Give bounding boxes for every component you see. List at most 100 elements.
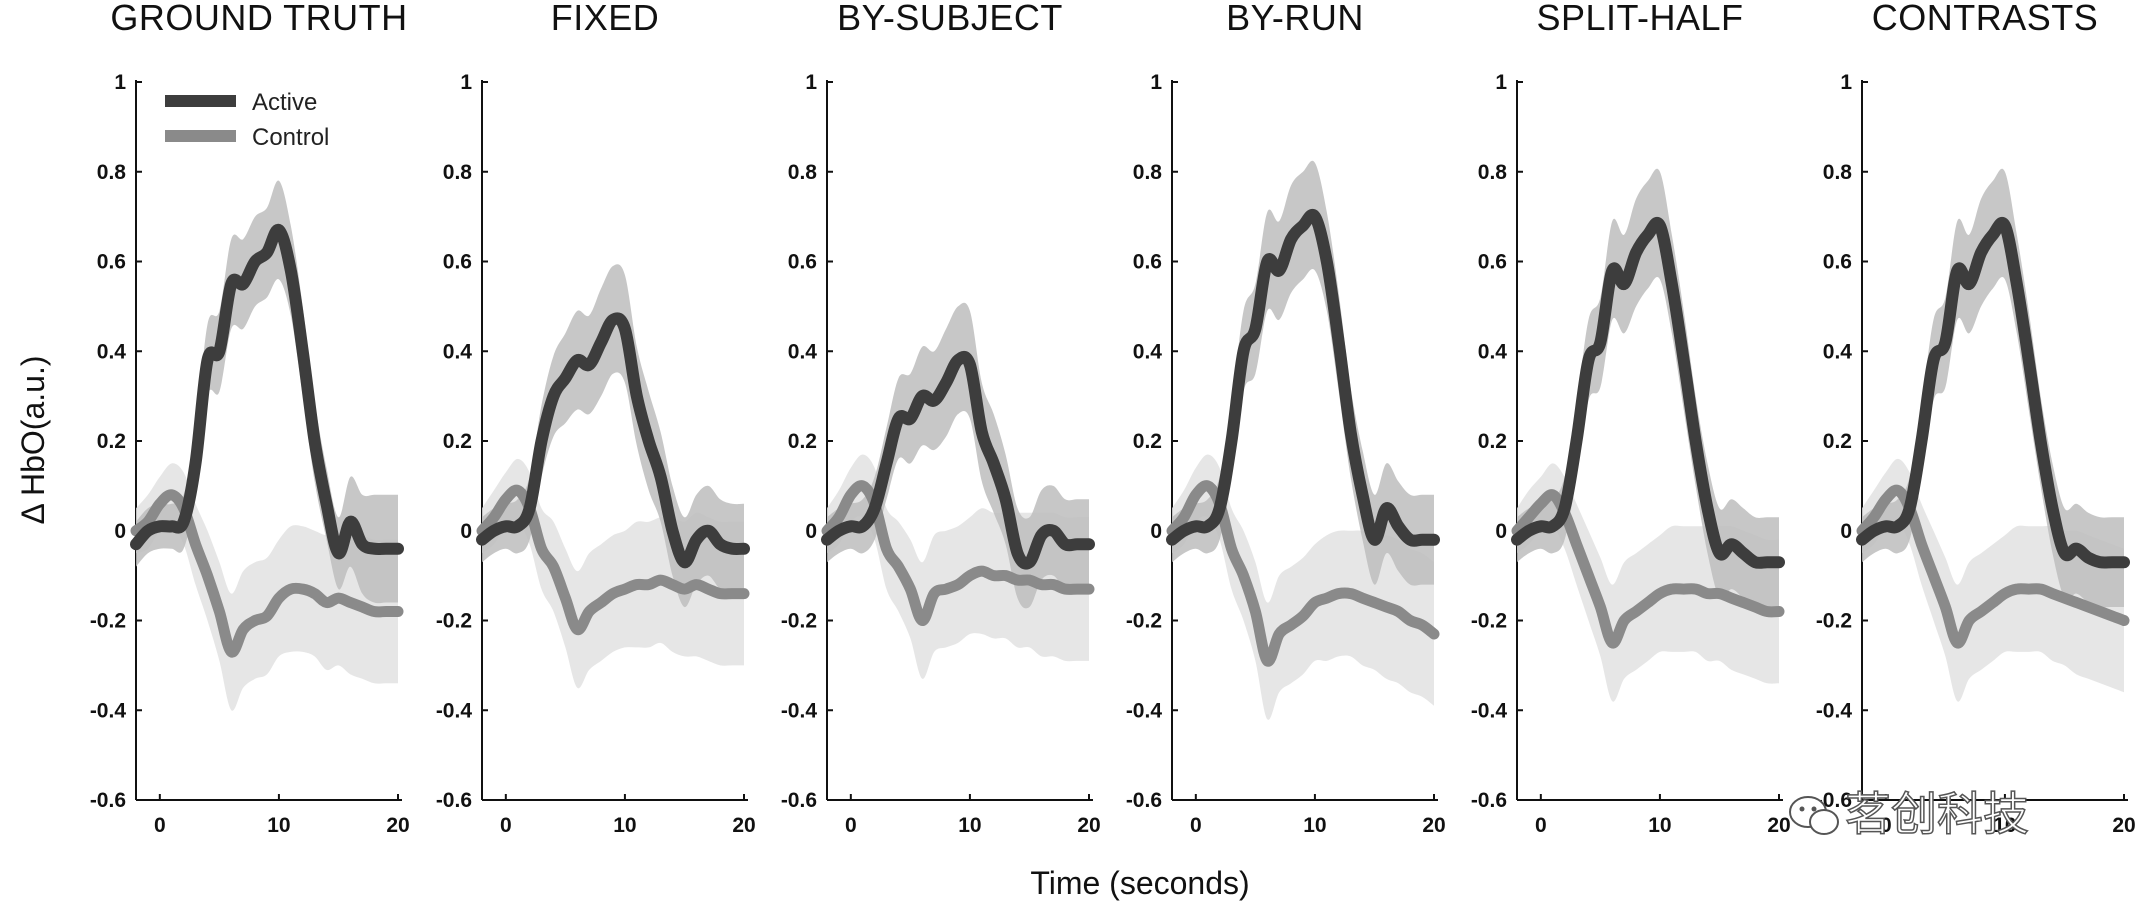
- x-tick-label: 20: [1422, 814, 1445, 837]
- x-tick-label: 10: [1303, 814, 1326, 837]
- y-tick-label: 1: [1495, 71, 1507, 94]
- y-tick-label: 0.2: [788, 430, 817, 453]
- active-error-band: [1517, 168, 1779, 608]
- y-tick-label: 0: [805, 520, 817, 543]
- active-series-line: [1166, 208, 1440, 547]
- x-tick-label: 20: [386, 814, 409, 837]
- y-tick-label: -0.2: [1126, 610, 1162, 633]
- y-tick-label: 0.6: [1133, 251, 1162, 274]
- control-error-band: [482, 458, 744, 689]
- x-tick-label: 20: [2112, 814, 2135, 837]
- y-tick-label: 0: [1150, 520, 1162, 543]
- active-error-band: [1172, 160, 1434, 586]
- x-tick-label: 10: [1648, 814, 1671, 837]
- y-tick-label: 0.6: [1823, 251, 1852, 274]
- y-tick-label: -0.4: [1126, 699, 1163, 722]
- control-series-line: [1166, 480, 1440, 667]
- y-tick-label: -0.4: [781, 699, 818, 722]
- y-tick-label: 0.8: [1823, 161, 1853, 184]
- y-tick-label: 0.6: [97, 251, 126, 274]
- y-tick-label: -0.6: [436, 789, 472, 812]
- active-series-line: [130, 223, 404, 560]
- wechat-icon: [1789, 796, 1839, 835]
- control-error-band: [1172, 454, 1434, 720]
- control-error-band: [827, 454, 1089, 679]
- y-tick-label: 0.2: [1133, 430, 1162, 453]
- y-tick-label: 0.8: [97, 161, 127, 184]
- panel-split-half: SPLIT-HALF 1 0.8 0.6 0.4 0.2 0 -0.2 -0.4 -0.6 0 10 2…: [1471, 0, 1791, 837]
- y-tick-label: 0.4: [1823, 340, 1853, 363]
- y-tick-label: 0.4: [1133, 340, 1163, 363]
- control-error-band: [1517, 463, 1779, 702]
- y-tick-label: 1: [1150, 71, 1162, 94]
- active-error-band: [1862, 168, 2124, 608]
- active-error-band: [136, 180, 398, 604]
- y-tick-label: 0: [1840, 520, 1852, 543]
- y-tick-label: 0.2: [1478, 430, 1507, 453]
- y-tick-label: -0.2: [90, 610, 126, 633]
- y-tick-label: -0.4: [90, 699, 127, 722]
- y-tick-label: 0.8: [1133, 161, 1163, 184]
- x-tick-label: 10: [267, 814, 290, 837]
- active-series-line: [476, 312, 750, 569]
- x-tick-label: 0: [845, 814, 857, 837]
- y-tick-label: -0.4: [1816, 699, 1853, 722]
- y-tick-label: 0.8: [788, 161, 818, 184]
- x-tick-label: 0: [1880, 814, 1892, 837]
- x-tick-label: 10: [1993, 814, 2016, 837]
- control-series-line: [130, 489, 404, 658]
- y-tick-label: 0: [460, 520, 472, 543]
- control-error-band: [1862, 458, 2124, 702]
- x-tick-label: 0: [1190, 814, 1202, 837]
- x-tick-label: 10: [958, 814, 981, 837]
- y-axis-label: Δ HbO(a.u.): [15, 356, 51, 525]
- y-tick-label: -0.4: [1471, 699, 1508, 722]
- panel-title: GROUND TRUTH: [110, 0, 407, 38]
- y-tick-label: 0.2: [1823, 430, 1852, 453]
- x-tick-label: 0: [154, 814, 166, 837]
- y-tick-label: 0.2: [97, 430, 126, 453]
- y-tick-label: 0.6: [443, 251, 472, 274]
- x-tick-label: 20: [1767, 814, 1790, 837]
- y-tick-label: 0: [114, 520, 126, 543]
- y-tick-label: 0.8: [443, 161, 473, 184]
- y-tick-label: 1: [805, 71, 817, 94]
- y-tick-label: 0.4: [788, 340, 818, 363]
- control-error-band: [136, 463, 398, 711]
- x-axis-label: Time (seconds): [1030, 865, 1249, 901]
- active-series-line: [821, 350, 1095, 570]
- x-tick-label: 0: [1535, 814, 1547, 837]
- y-tick-label: -0.2: [1816, 610, 1852, 633]
- panel-by-run: BY-RUN 1 0.8 0.6 0.4 0.2 0 -0.2 -0.4 -0.6 0 10 20: [1126, 0, 1446, 837]
- legend-active-label: Active: [252, 89, 317, 116]
- y-tick-label: 0.2: [443, 430, 472, 453]
- x-tick-label: 10: [613, 814, 636, 837]
- y-tick-label: 1: [460, 71, 472, 94]
- y-tick-label: -0.6: [1126, 789, 1162, 812]
- panel-title: BY-RUN: [1226, 0, 1364, 38]
- y-tick-label: 1: [1840, 71, 1852, 94]
- chart-panels: GROUND TRUTH 1 0.8 0.6 0.4 0.2 0 -0.2 -0.4 -0.6 0 1…: [90, 0, 2136, 837]
- active-series-line: [1511, 216, 1785, 569]
- y-tick-label: -0.2: [781, 610, 817, 633]
- y-tick-label: 0.6: [788, 251, 817, 274]
- panel-title: CONTRASTS: [1872, 0, 2099, 38]
- y-tick-label: 0.4: [443, 340, 473, 363]
- watermark-text: 茗创科技: [1845, 787, 2029, 841]
- y-tick-label: -0.6: [1471, 789, 1507, 812]
- x-tick-label: 20: [732, 814, 755, 837]
- panel-by-subject: BY-SUBJECT 1 0.8 0.6 0.4 0.2 0 -0.2 -0.4 -0.6 0 10 2…: [781, 0, 1101, 837]
- y-tick-label: 0.4: [97, 340, 127, 363]
- panel-fixed: FIXED 1 0.8 0.6 0.4 0.2 0 -0.2 -0.4 -0.6 0 10 20: [436, 0, 756, 837]
- panel-title: SPLIT-HALF: [1536, 0, 1743, 38]
- y-tick-label: 0.8: [1478, 161, 1508, 184]
- panel-ground-truth: GROUND TRUTH 1 0.8 0.6 0.4 0.2 0 -0.2 -0.4 -0.6 0 1…: [90, 0, 410, 837]
- y-tick-label: 1: [114, 71, 126, 94]
- y-tick-label: -0.6: [90, 789, 126, 812]
- control-series-line: [821, 480, 1095, 627]
- active-error-band: [827, 302, 1089, 609]
- active-series-line: [1856, 216, 2130, 569]
- legend: Active Control: [165, 89, 329, 151]
